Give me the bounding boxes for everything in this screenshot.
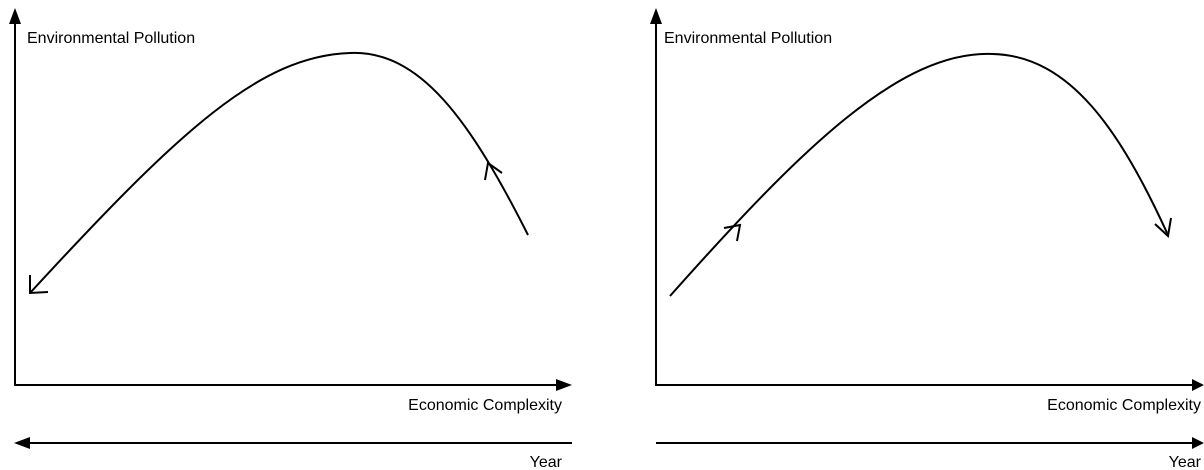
x-axis-label: Economic Complexity [408, 397, 562, 414]
y-axis-label: Environmental Pollution [664, 30, 832, 47]
y-axis-arrow [9, 8, 21, 24]
curve-arrow [1154, 217, 1172, 238]
time-axis-arrow [14, 437, 30, 449]
curve-arrow [723, 223, 742, 242]
panel-right: Environmental Pollution Economic Complex… [650, 8, 1204, 470]
x-axis-arrow [1192, 379, 1204, 391]
y-axis-arrow [650, 8, 662, 24]
x-axis-label: Economic Complexity [1047, 397, 1201, 414]
time-axis-arrow [1192, 437, 1204, 449]
curve [669, 52, 1169, 297]
y-axis-label: Environmental Pollution [27, 30, 195, 47]
curve-arrow [29, 275, 49, 295]
time-label: Year [1169, 454, 1202, 470]
curve [29, 51, 529, 294]
panel-left: Environmental Pollution Economic Complex… [9, 8, 572, 470]
x-axis-arrow [556, 379, 572, 391]
time-label: Year [530, 454, 563, 470]
curve-arrow [484, 161, 503, 181]
